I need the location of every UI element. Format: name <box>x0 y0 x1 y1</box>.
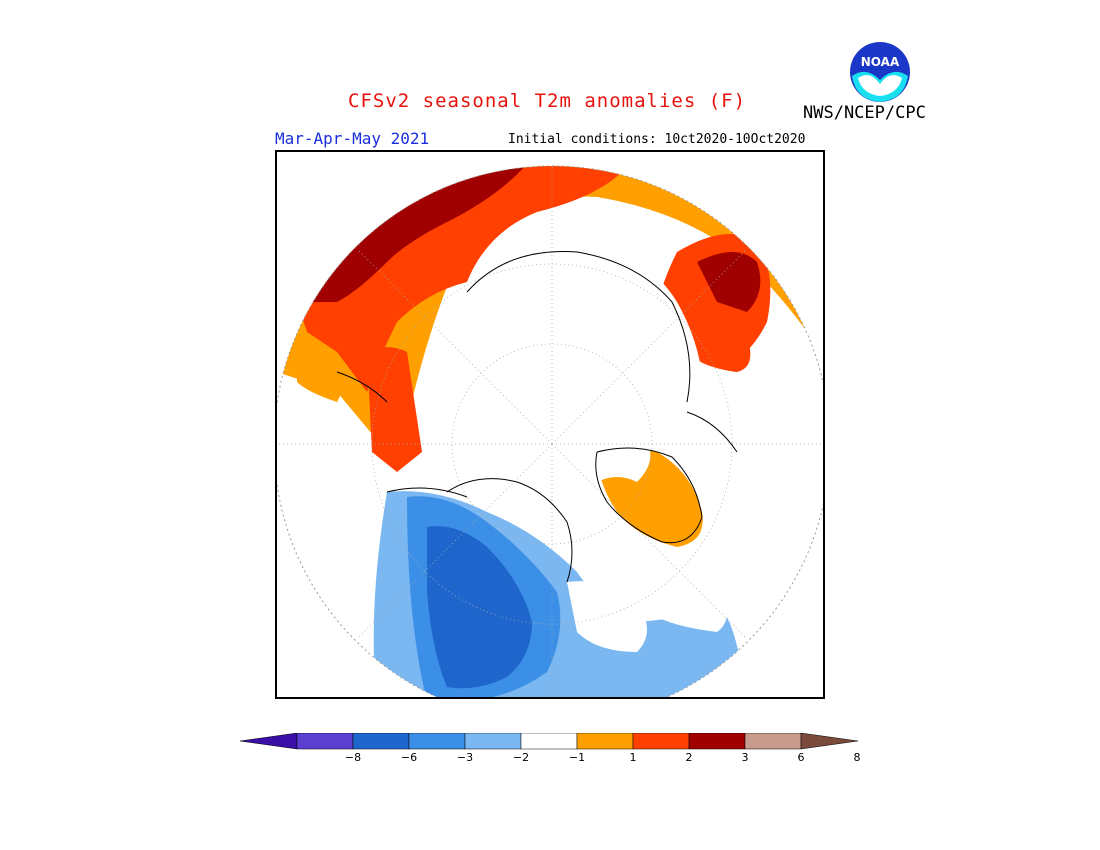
region-white-arctic <box>433 240 704 501</box>
colorbar-bin-5 <box>520 733 578 750</box>
colorbar-tick-label: 1 <box>629 751 637 764</box>
colorbar-tick-label: −2 <box>512 751 530 764</box>
colorbar-bin-3 <box>408 733 466 750</box>
polar-map <box>275 150 825 699</box>
meridians <box>277 166 823 697</box>
colorbar-tick-label: −3 <box>456 751 474 764</box>
logo-text: NOAA <box>861 55 900 69</box>
initial-conditions-label: Initial conditions: 10ct2020-10Oct2020 <box>508 132 806 147</box>
colorbar-tick-label: 2 <box>685 751 693 764</box>
season-label: Mar-Apr-May 2021 <box>275 129 430 148</box>
region-darkred-middle-east <box>697 252 761 312</box>
colorbar-bin-4 <box>464 733 522 750</box>
noaa-logo-icon: NOAA <box>850 42 910 102</box>
colorbar-tick-label: 3 <box>741 751 749 764</box>
colorbar-bin-8 <box>688 733 746 750</box>
colorbar-bin-10 <box>800 733 859 750</box>
polar-map-canvas <box>277 165 823 697</box>
region-darkblue-na <box>427 526 532 689</box>
region-white-ne <box>647 587 729 632</box>
colorbar-tick-label: −8 <box>344 751 362 764</box>
colorbar-bin-6 <box>576 733 634 750</box>
colorbar-tick-label: −1 <box>568 751 586 764</box>
colorbar-bin-7 <box>632 733 690 750</box>
colorbar-bin-9 <box>744 733 802 750</box>
colorbar-tick-label: 6 <box>797 751 805 764</box>
map-title: CFSv2 seasonal T2m anomalies (F) <box>348 90 747 112</box>
colorbar-tick-label: 8 <box>853 751 861 764</box>
region-darkred-siberia <box>297 166 537 302</box>
colorbar-bin-2 <box>352 733 410 750</box>
coastlines <box>336 251 738 583</box>
colorbar-bin-1 <box>296 733 354 750</box>
region-white-nae <box>567 581 647 652</box>
agency-label: NWS/NCEP/CPC <box>803 103 926 123</box>
colorbar-bin-0 <box>240 733 298 750</box>
colorbar-tick-label: −6 <box>400 751 418 764</box>
colorbar <box>240 733 859 750</box>
region-red-seasia <box>367 347 422 472</box>
region-orange-west-siberia <box>297 362 347 402</box>
